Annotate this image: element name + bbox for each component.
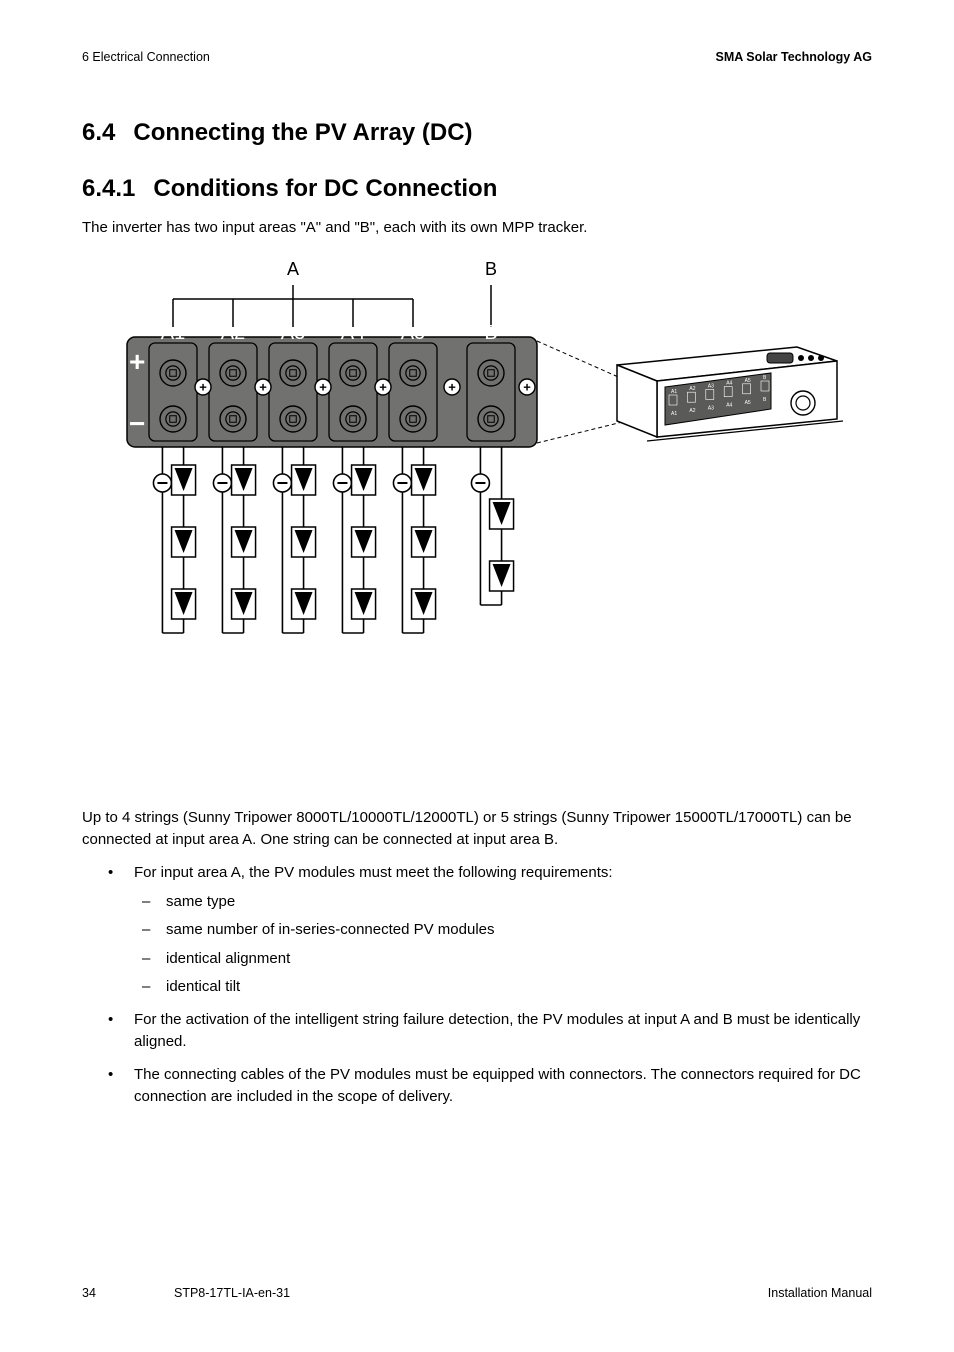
svg-text:B: B [485, 259, 497, 279]
svg-text:+: + [129, 346, 145, 377]
header-company: SMA Solar Technology AG [716, 50, 873, 64]
header-section-label: 6 Electrical Connection [82, 50, 210, 64]
svg-text:A3: A3 [708, 383, 714, 389]
svg-text:A3: A3 [281, 322, 305, 344]
svg-text:+: + [199, 379, 207, 394]
sub-item: same type [134, 891, 872, 914]
svg-text:+: + [523, 379, 531, 394]
heading-title: Connecting the PV Array (DC) [133, 119, 472, 146]
svg-text:A2: A2 [689, 408, 695, 414]
svg-text:A1: A1 [671, 411, 677, 417]
svg-text:+: + [319, 379, 327, 394]
svg-text:A5: A5 [745, 378, 751, 384]
page-header: 6 Electrical Connection SMA Solar Techno… [82, 50, 872, 64]
page-footer: 34 STP8-17TL-IA-en-31 Installation Manua… [82, 1286, 872, 1300]
footer-manual-label: Installation Manual [768, 1286, 872, 1300]
bullet-item: For the activation of the intelligent st… [82, 1009, 872, 1054]
bullet-item: The connecting cables of the PV modules … [82, 1064, 872, 1109]
svg-text:A2: A2 [689, 386, 695, 392]
svg-text:+: + [379, 379, 387, 394]
heading-title: Conditions for DC Connection [153, 175, 497, 202]
svg-text:A5: A5 [401, 322, 425, 344]
footer-page-number: 34 [82, 1286, 96, 1300]
intro-paragraph: The inverter has two input areas "A" and… [82, 217, 872, 239]
bullet-item: For input area A, the PV modules must me… [82, 862, 872, 999]
heading-6-4-1: 6.4.1 Conditions for DC Connection [82, 175, 872, 203]
bullet-text: For the activation of the intelligent st… [134, 1011, 860, 1051]
heading-6-4: 6.4 Connecting the PV Array (DC) [82, 119, 872, 147]
svg-text:A3: A3 [708, 405, 714, 411]
svg-text:+: + [448, 379, 456, 394]
svg-text:A2: A2 [221, 322, 245, 344]
dc-diagram-svg: A B + − A1 A2 A3 A4 A5 B + + + + + + A1 A1 A2 A2 A3 A3 A4 A4 A5 A… [97, 257, 857, 787]
svg-text:A4: A4 [726, 380, 732, 386]
sub-item: identical tilt [134, 976, 872, 999]
svg-text:−: − [129, 408, 145, 439]
dc-input-diagram: A B + − A1 A2 A3 A4 A5 B + + + + + + A1 A1 A2 A2 A3 A3 A4 A4 A5 A… [82, 257, 872, 787]
heading-number: 6.4.1 [82, 175, 135, 203]
bullet-text: The connecting cables of the PV modules … [134, 1066, 861, 1106]
svg-text:A: A [287, 259, 299, 279]
svg-text:A1: A1 [671, 389, 677, 395]
bullet-text: For input area A, the PV modules must me… [134, 864, 613, 881]
requirements-list: For input area A, the PV modules must me… [82, 862, 872, 1109]
svg-text:A4: A4 [726, 402, 732, 408]
svg-text:A1: A1 [161, 322, 185, 344]
svg-text:A5: A5 [745, 400, 751, 406]
footer-doc-id: STP8-17TL-IA-en-31 [174, 1286, 290, 1300]
sub-list: same type same number of in-series-connec… [134, 891, 872, 999]
strings-paragraph: Up to 4 strings (Sunny Tripower 8000TL/1… [82, 807, 872, 851]
sub-item: identical alignment [134, 948, 872, 971]
svg-text:+: + [259, 379, 267, 394]
sub-item: same number of in-series-connected PV mo… [134, 919, 872, 942]
heading-number: 6.4 [82, 119, 115, 147]
svg-text:A4: A4 [341, 322, 365, 344]
svg-text:B: B [484, 322, 497, 344]
